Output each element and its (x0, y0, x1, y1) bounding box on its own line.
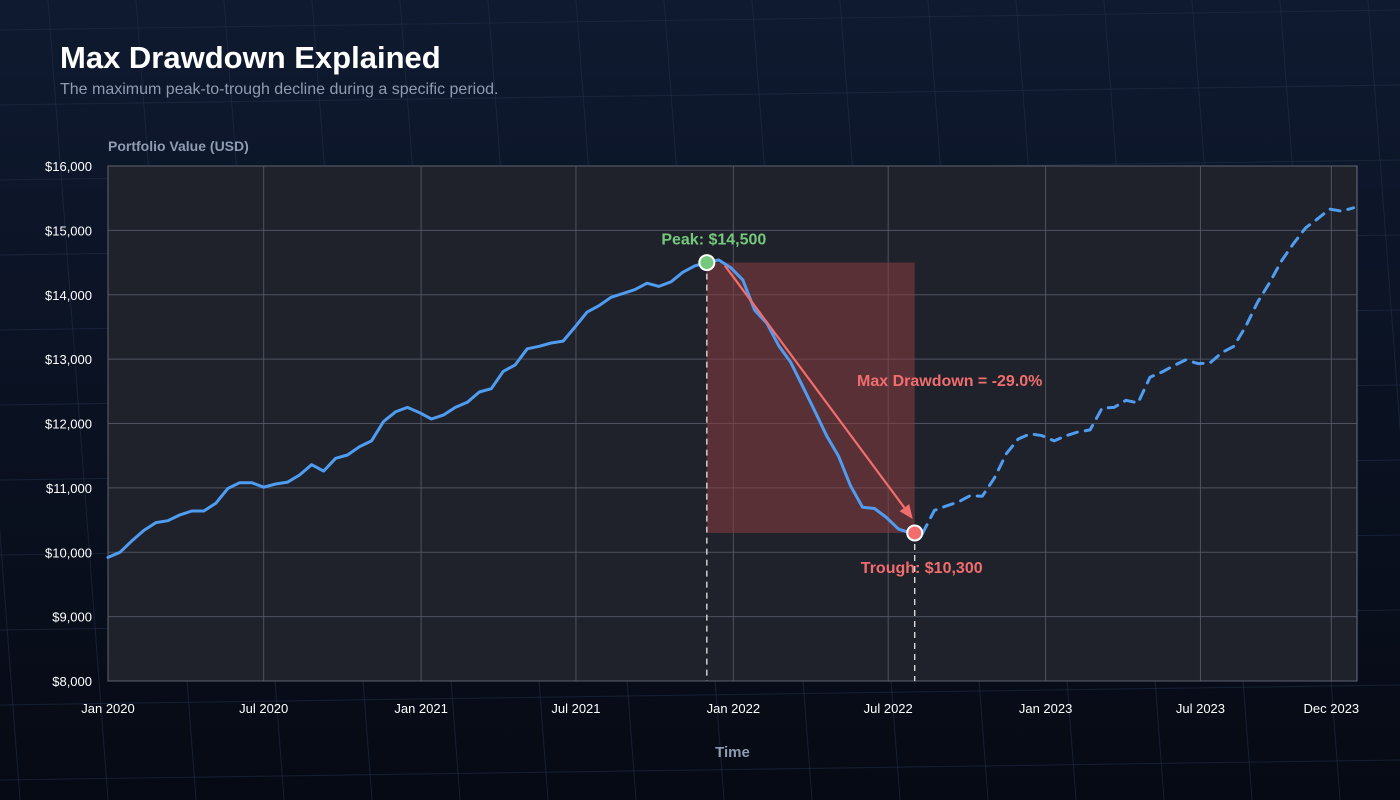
background-line (0, 684, 1400, 706)
drawdown-label: Max Drawdown = -29.0% (857, 373, 1042, 390)
chart-title: Max Drawdown Explained (60, 40, 441, 75)
x-tick-label: Jul 2020 (239, 701, 288, 716)
background-line (0, 84, 1400, 106)
series-line-recovery (920, 206, 1356, 536)
y-axis-ticks: $8,000 $9,000 $10,000 $11,000 $12,000 $13,000… (45, 159, 92, 689)
drawdown-arrowhead (899, 504, 913, 519)
y-tick-label: $14,000 (45, 288, 92, 303)
x-axis-ticks: Jan 2020 Jul 2020 Jan 2021 Jul 2021 Jan 2022… (81, 701, 1359, 716)
y-tick-label: $10,000 (45, 545, 92, 560)
peak-label: Peak: $14,500 (661, 232, 766, 249)
x-tick-label: Jul 2022 (864, 701, 913, 716)
chart-subtitle: The maximum peak-to-trough decline durin… (60, 81, 499, 98)
x-axis-label: Time (715, 744, 750, 761)
background-line (0, 9, 1400, 31)
trough-marker (906, 524, 924, 542)
y-axis-label: Portfolio Value (USD) (108, 138, 249, 154)
grid-lines (107, 165, 1357, 682)
drawdown-arrow (723, 264, 906, 509)
peak-marker (698, 254, 716, 272)
series-lines (106, 206, 1356, 559)
y-tick-label: $13,000 (45, 352, 92, 367)
drawdown-region (706, 262, 915, 533)
y-tick-label: $15,000 (45, 223, 92, 238)
y-tick-label: $9,000 (52, 610, 92, 625)
y-tick-label: $11,000 (46, 481, 92, 496)
x-tick-label: Jul 2023 (1176, 701, 1225, 716)
x-tick-label: Jan 2023 (1019, 701, 1073, 716)
x-tick-label: Jan 2021 (394, 701, 448, 716)
background-line (47, 0, 109, 800)
background-line (0, 526, 21, 800)
x-tick-label: Jan 2022 (707, 701, 761, 716)
y-tick-label: $8,000 (52, 674, 92, 689)
x-tick-label: Jan 2020 (81, 701, 135, 716)
x-tick-label: Jul 2021 (551, 701, 600, 716)
y-tick-label: $12,000 (45, 417, 92, 432)
background-line (1367, 0, 1400, 434)
x-tick-label: Dec 2023 (1304, 701, 1360, 716)
y-tick-label: $16,000 (45, 159, 92, 174)
background-line (0, 759, 1400, 781)
series-line-history (106, 258, 924, 559)
trough-label: Trough: $10,300 (861, 560, 983, 577)
